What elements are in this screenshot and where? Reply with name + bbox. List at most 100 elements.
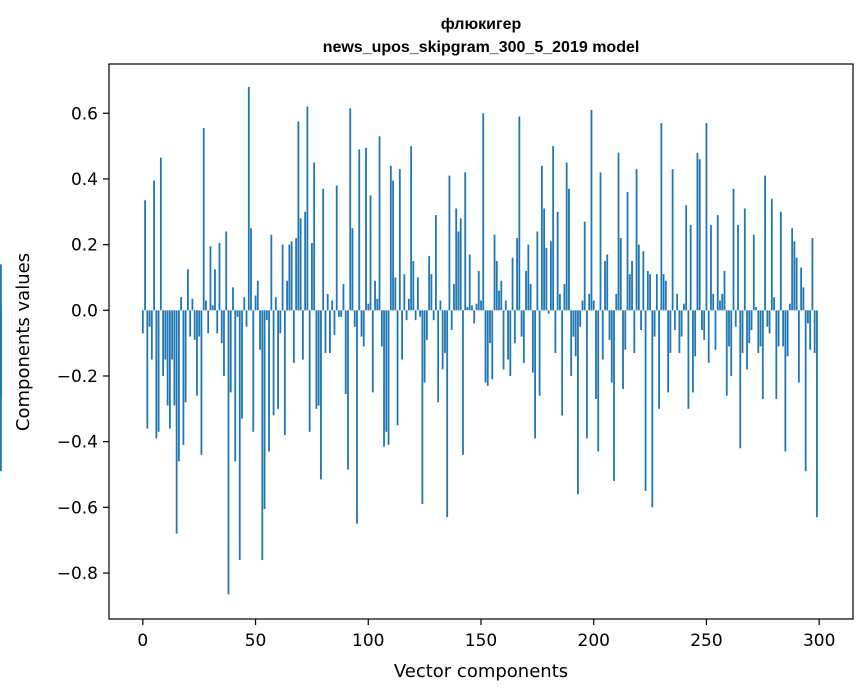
bar-279: [770, 198, 773, 311]
bar-246: [696, 152, 699, 311]
bar-53: [261, 310, 264, 560]
bar-218: [633, 310, 636, 353]
bar-30: [209, 246, 212, 311]
bar-186: [561, 310, 564, 416]
bar-6: [155, 310, 158, 439]
y-tick-label: 0.0: [71, 301, 98, 321]
bar-161: [504, 300, 507, 311]
bar-2: [146, 310, 149, 429]
bar-61: [279, 310, 282, 334]
bar-69: [297, 121, 300, 311]
bar-102: [371, 310, 374, 393]
bar-193: [577, 310, 579, 495]
bar-25: [198, 310, 201, 337]
bar-245: [694, 310, 697, 357]
bar-27: [202, 128, 205, 311]
bar-217: [631, 261, 633, 311]
bar-109: [387, 310, 390, 445]
bar-45: [243, 297, 246, 311]
bar-134: [444, 310, 446, 353]
bar-15: [175, 310, 178, 534]
bar-280: [773, 297, 775, 311]
y-axis-ticks: −0.8 −0.6 −0.4 −0.2 0.0 0.2 0.4 0.6: [57, 104, 109, 584]
bar-267: [743, 208, 746, 311]
y-tick-label: 0.4: [71, 170, 98, 190]
y-tick-label: −0.4: [57, 433, 98, 453]
bar-55: [265, 310, 268, 321]
bar-undefined: [0, 310, 2, 337]
bar-104: [376, 298, 379, 311]
bar-80: [322, 188, 325, 311]
bar-106: [380, 310, 383, 347]
bar-10: [164, 310, 167, 360]
bar-54: [263, 310, 266, 509]
y-tick-label: −0.2: [57, 367, 98, 387]
bar-145: [468, 254, 471, 311]
bar-174: [534, 310, 537, 439]
bar-136: [448, 175, 451, 311]
bar-188: [565, 162, 568, 311]
bar-271: [752, 234, 755, 311]
bar-103: [374, 280, 376, 311]
bar-87: [338, 310, 340, 317]
x-tick-label: 300: [803, 631, 835, 651]
bar-19: [184, 310, 187, 403]
bar-192: [574, 310, 577, 357]
bar-241: [685, 205, 688, 311]
x-tick-label: 250: [690, 631, 722, 651]
bar-216: [628, 274, 631, 311]
bar-21: [189, 310, 192, 337]
bar-7: [157, 310, 160, 432]
bar-237: [676, 293, 679, 311]
bar-159: [500, 280, 503, 311]
bar-270: [750, 310, 753, 330]
bar-257: [721, 293, 724, 311]
bar-31: [211, 305, 214, 311]
bar-137: [450, 310, 453, 330]
bar-88: [340, 310, 343, 317]
bar-183: [554, 310, 557, 353]
bar-147: [473, 310, 476, 324]
bar-261: [730, 310, 733, 376]
bar-39: [229, 310, 232, 393]
bar-252: [710, 224, 712, 311]
bar-233: [667, 310, 670, 393]
bar-207: [608, 310, 611, 340]
x-tick-label: 50: [245, 631, 267, 651]
bar-49: [252, 310, 255, 432]
bar-90: [344, 310, 347, 395]
bar-98: [362, 310, 365, 347]
bar-112: [394, 277, 397, 311]
bar-282: [777, 310, 780, 347]
bar-210: [615, 293, 618, 311]
bar-247: [698, 159, 701, 311]
bar-99: [365, 147, 367, 311]
bar-12: [168, 310, 171, 429]
y-tick-label: −0.6: [57, 498, 98, 518]
bar-89: [342, 284, 345, 311]
bar-68: [295, 238, 298, 311]
bar-178: [543, 208, 546, 311]
bar-292: [800, 267, 803, 311]
bar-231: [662, 274, 665, 311]
bar-226: [651, 310, 654, 508]
bar-277: [766, 310, 769, 327]
bar-36: [223, 310, 225, 376]
bar-76: [313, 162, 316, 311]
bar-268: [746, 310, 748, 370]
chart-title-line-1: флюкигер: [441, 16, 522, 33]
bar-243: [689, 224, 692, 311]
bar-1: [144, 200, 146, 311]
bar-208: [610, 310, 613, 383]
bar-234: [669, 310, 672, 353]
bar-291: [797, 310, 800, 383]
bar-198: [588, 293, 591, 311]
bar-133: [441, 310, 444, 370]
plot-frame: [108, 63, 854, 620]
bar-119: [410, 146, 413, 311]
bar-81: [324, 310, 327, 353]
bar-269: [748, 310, 751, 344]
bar-63: [283, 310, 286, 436]
bar-219: [635, 169, 638, 311]
bars-group: [0, 86, 818, 595]
